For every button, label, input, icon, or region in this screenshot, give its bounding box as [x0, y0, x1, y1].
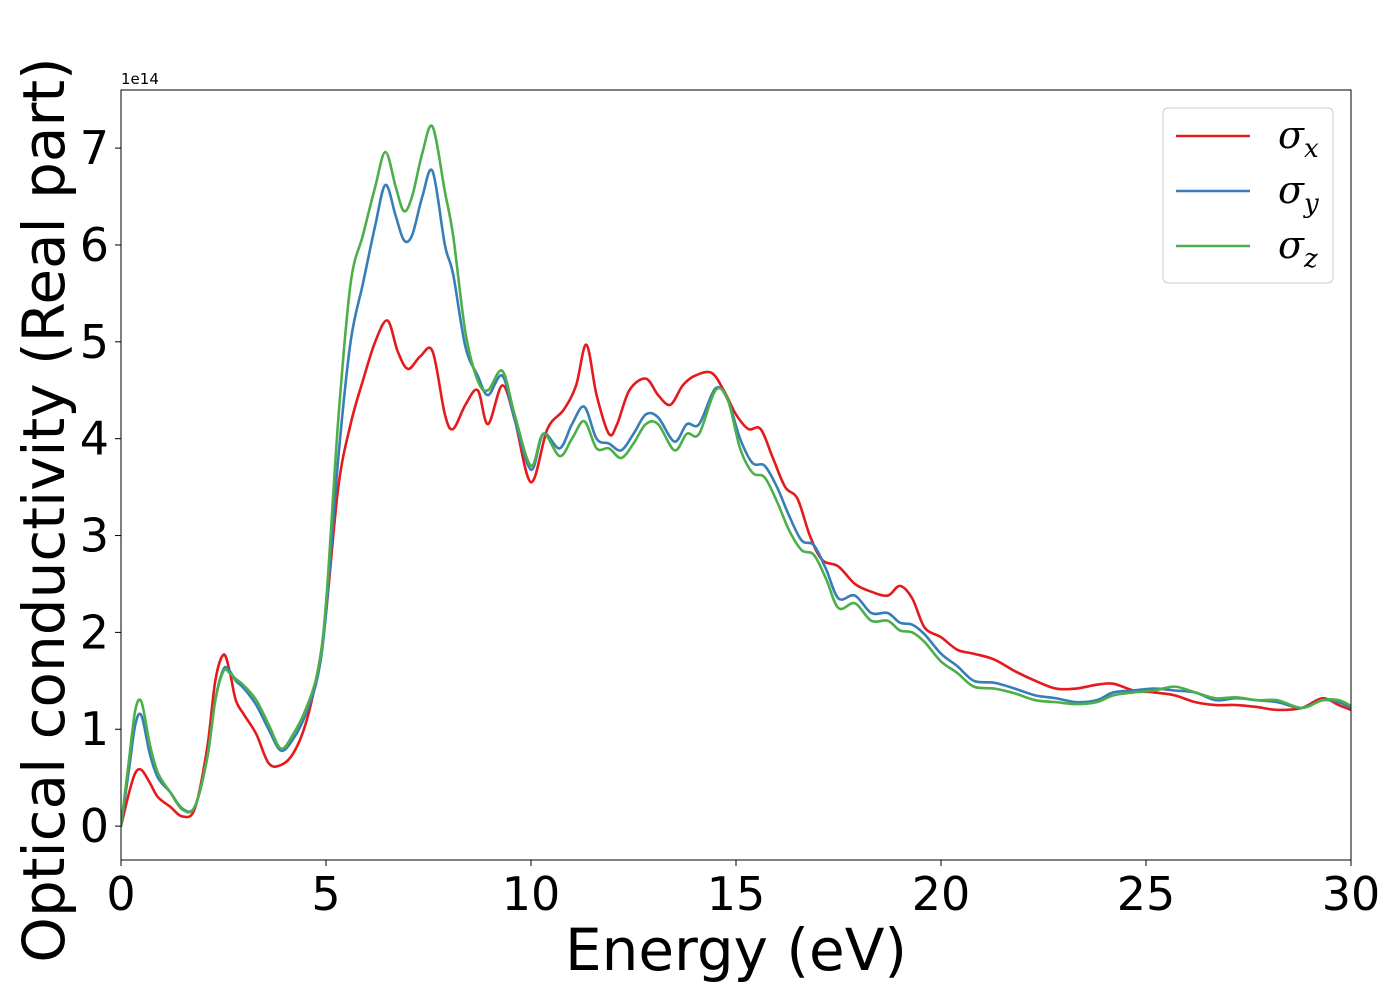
series-line-x [121, 319, 1351, 828]
x-axis-label: Energy (eV) [565, 916, 907, 984]
legend-label: σz [1278, 223, 1318, 274]
legend-label: σx [1278, 113, 1319, 164]
y-tick-label: 5 [80, 315, 109, 369]
y-tick-label: 2 [80, 605, 109, 659]
x-axis-ticks: 0 5 10 15 20 25 30 [106, 860, 1380, 921]
y-tick-label: 7 [80, 121, 109, 175]
legend-label: σy [1278, 168, 1319, 219]
legend-box [1162, 107, 1334, 284]
y-axis-ticks: 0 1 2 3 4 5 6 7 [80, 121, 121, 853]
y-tick-label: 0 [80, 799, 109, 853]
y-tick-label: 1 [80, 702, 109, 756]
y-tick-label: 6 [80, 218, 109, 272]
x-tick-label: 20 [912, 867, 971, 921]
series-line-y [121, 168, 1351, 828]
x-tick-label: 15 [707, 867, 766, 921]
y-axis-offset-text: 1e14 [121, 70, 159, 88]
series-layer [121, 124, 1351, 828]
y-axis-label: Optical conductivity (Real part) [10, 57, 78, 962]
x-tick-label: 30 [1322, 867, 1381, 921]
x-tick-label: 25 [1117, 867, 1176, 921]
x-tick-label: 10 [502, 867, 561, 921]
x-tick-label: 0 [106, 867, 135, 921]
x-tick-label: 5 [311, 867, 340, 921]
y-tick-label: 4 [80, 412, 109, 466]
series-line-z [121, 124, 1351, 828]
y-tick-label: 3 [80, 509, 109, 563]
